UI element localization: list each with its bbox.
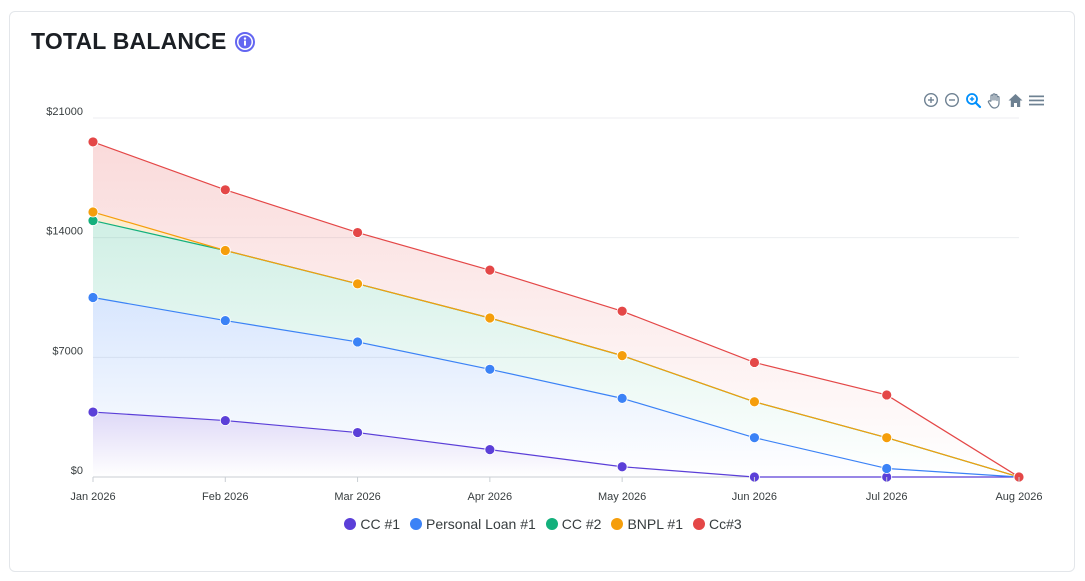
legend-label: CC #2 bbox=[561, 516, 602, 532]
legend-marker bbox=[611, 518, 624, 530]
x-tick-label: Jan 2026 bbox=[70, 491, 115, 503]
legend-label: CC #1 bbox=[360, 516, 401, 532]
zoom-out-icon[interactable] bbox=[943, 91, 961, 109]
area-0 bbox=[93, 412, 1019, 477]
legend-item[interactable]: CC #2 bbox=[545, 516, 602, 532]
x-tick-label: May 2026 bbox=[598, 491, 646, 503]
legend-item[interactable]: BNPL #1 bbox=[611, 516, 683, 532]
area-1 bbox=[93, 297, 1019, 477]
data-point[interactable] bbox=[749, 357, 760, 368]
pan-hand-icon[interactable] bbox=[985, 91, 1003, 109]
total-balance-card: TOTAL BALANCE bbox=[9, 11, 1075, 572]
y-tick-label: $14000 bbox=[46, 226, 83, 238]
legend-marker bbox=[410, 518, 423, 530]
legend-item[interactable]: CC #1 bbox=[344, 516, 400, 532]
data-point[interactable] bbox=[616, 461, 628, 473]
x-tick-label: Jul 2026 bbox=[866, 491, 908, 503]
selection-zoom-icon[interactable] bbox=[964, 91, 982, 109]
stacked-area-chart: $0 $7000 $14000 $21000 Jan 2026 Feb 2026 Mar 2… bbox=[46, 106, 1042, 503]
data-point[interactable] bbox=[616, 305, 628, 317]
legend-marker bbox=[692, 518, 705, 530]
y-tick-label: $0 bbox=[71, 465, 83, 477]
data-point[interactable] bbox=[749, 396, 760, 408]
data-point[interactable] bbox=[87, 136, 99, 148]
data-point[interactable] bbox=[87, 406, 99, 418]
legend-label: Cc#3 bbox=[708, 516, 742, 532]
data-point[interactable] bbox=[484, 363, 496, 375]
card-header: TOTAL BALANCE bbox=[31, 28, 255, 55]
legend-item[interactable]: Personal Loan #1 bbox=[410, 516, 536, 532]
data-point[interactable] bbox=[484, 264, 496, 276]
legend-label: BNPL #1 bbox=[627, 516, 683, 532]
area-2 bbox=[93, 220, 1019, 478]
data-point[interactable] bbox=[484, 444, 496, 456]
data-point[interactable] bbox=[219, 415, 231, 426]
x-tick-label: Jun 2026 bbox=[732, 491, 777, 503]
info-icon[interactable] bbox=[234, 31, 255, 52]
data-point[interactable] bbox=[219, 315, 231, 326]
y-tick-label: $7000 bbox=[52, 345, 83, 357]
data-point[interactable] bbox=[616, 392, 628, 404]
legend-marker bbox=[344, 518, 357, 530]
data-point[interactable] bbox=[87, 292, 99, 303]
legend-item[interactable]: Cc#3 bbox=[692, 516, 742, 532]
data-point[interactable] bbox=[881, 389, 893, 401]
y-tick-label: $21000 bbox=[46, 106, 83, 118]
area-4 bbox=[93, 141, 1019, 477]
legend-marker bbox=[545, 518, 558, 530]
data-point[interactable] bbox=[749, 432, 760, 444]
data-point[interactable] bbox=[352, 336, 363, 348]
menu-icon[interactable] bbox=[1027, 91, 1045, 109]
data-point[interactable] bbox=[219, 245, 231, 256]
series-line-0 bbox=[92, 411, 1019, 478]
data-point[interactable] bbox=[352, 278, 363, 290]
x-tick-label: Aug 2026 bbox=[995, 491, 1042, 503]
x-tick-label: Feb 2026 bbox=[202, 491, 248, 503]
x-tick-label: Mar 2026 bbox=[334, 491, 380, 503]
x-tick-label: Apr 2026 bbox=[468, 491, 513, 503]
data-point[interactable] bbox=[219, 184, 231, 196]
card-title: TOTAL BALANCE bbox=[31, 28, 227, 54]
data-point[interactable] bbox=[87, 206, 99, 218]
data-point[interactable] bbox=[616, 350, 628, 362]
series-line-4 bbox=[92, 141, 1020, 478]
series-line-3 bbox=[92, 211, 1020, 478]
reset-home-icon[interactable] bbox=[1006, 91, 1024, 109]
series-line-1 bbox=[92, 296, 1020, 478]
chart-toolbar bbox=[922, 91, 1045, 109]
data-point[interactable] bbox=[352, 227, 363, 238]
data-point[interactable] bbox=[881, 432, 893, 444]
zoom-in-icon[interactable] bbox=[922, 91, 940, 109]
data-point[interactable] bbox=[881, 463, 893, 474]
data-point[interactable] bbox=[352, 427, 363, 438]
data-point[interactable] bbox=[484, 312, 496, 324]
chart-legend: CC #1 Personal Loan #1 CC #2 BNPL #1 Cc#3 bbox=[10, 516, 1076, 532]
legend-label: Personal Loan #1 bbox=[426, 516, 536, 532]
